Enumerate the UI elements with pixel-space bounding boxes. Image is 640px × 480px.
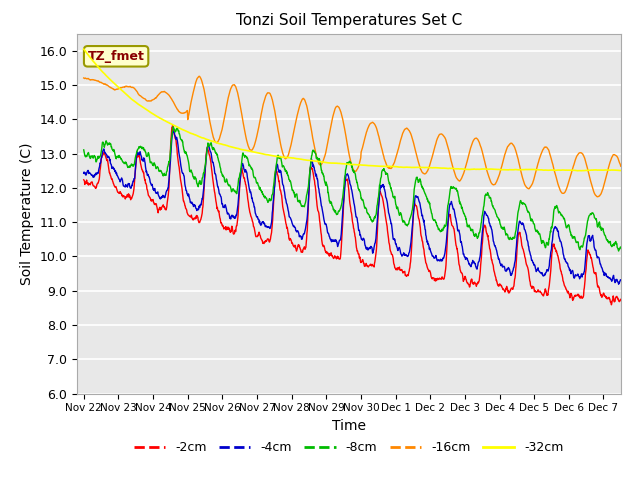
-16cm [186, 104, 194, 109]
-8cm [187, 168, 195, 174]
-2cm [284, 228, 292, 234]
Title: Tonzi Soil Temperatures Set C: Tonzi Soil Temperatures Set C [236, 13, 462, 28]
-8cm [235, 175, 243, 181]
-16cm [284, 154, 292, 159]
-16cm [617, 163, 625, 169]
-8cm [80, 147, 88, 153]
Legend: -2cm, -4cm, -8cm, -16cm, -32cm: -2cm, -4cm, -8cm, -16cm, -32cm [129, 436, 568, 459]
-32cm [80, 46, 88, 52]
-4cm [615, 281, 623, 287]
-4cm [235, 190, 243, 195]
-32cm [486, 166, 494, 172]
Line: -8cm: -8cm [84, 127, 621, 251]
-2cm [617, 297, 625, 302]
-32cm [284, 155, 291, 160]
Line: -4cm: -4cm [84, 132, 621, 284]
-2cm [187, 214, 195, 220]
Line: -16cm: -16cm [84, 76, 621, 197]
-16cm [235, 97, 243, 103]
-16cm [486, 179, 494, 184]
-4cm [617, 277, 625, 283]
-32cm [235, 146, 243, 152]
Line: -32cm: -32cm [84, 49, 621, 171]
-8cm [284, 172, 292, 178]
X-axis label: Time: Time [332, 419, 366, 433]
Text: TZ_fmet: TZ_fmet [88, 50, 145, 63]
-32cm [177, 126, 184, 132]
-2cm [486, 249, 494, 254]
-2cm [177, 177, 184, 182]
-8cm [615, 248, 623, 254]
-8cm [486, 194, 494, 200]
-16cm [195, 73, 203, 79]
-2cm [169, 122, 177, 128]
-4cm [80, 170, 88, 176]
-8cm [177, 136, 184, 142]
-32cm [617, 168, 625, 173]
-2cm [80, 177, 88, 183]
Y-axis label: Soil Temperature (C): Soil Temperature (C) [20, 143, 34, 285]
-32cm [546, 168, 554, 173]
-16cm [177, 109, 184, 115]
-4cm [170, 129, 177, 134]
-2cm [546, 276, 554, 281]
-8cm [617, 245, 625, 251]
-4cm [177, 160, 184, 166]
-16cm [546, 152, 554, 157]
-2cm [235, 195, 243, 201]
-8cm [546, 230, 554, 236]
Line: -2cm: -2cm [84, 125, 621, 305]
-4cm [546, 256, 554, 262]
-4cm [486, 224, 494, 229]
-2cm [607, 302, 615, 308]
-4cm [284, 205, 292, 211]
-4cm [187, 200, 195, 205]
-8cm [170, 124, 177, 130]
-16cm [80, 75, 88, 81]
-32cm [186, 130, 194, 136]
-32cm [573, 168, 581, 174]
-16cm [594, 194, 602, 200]
